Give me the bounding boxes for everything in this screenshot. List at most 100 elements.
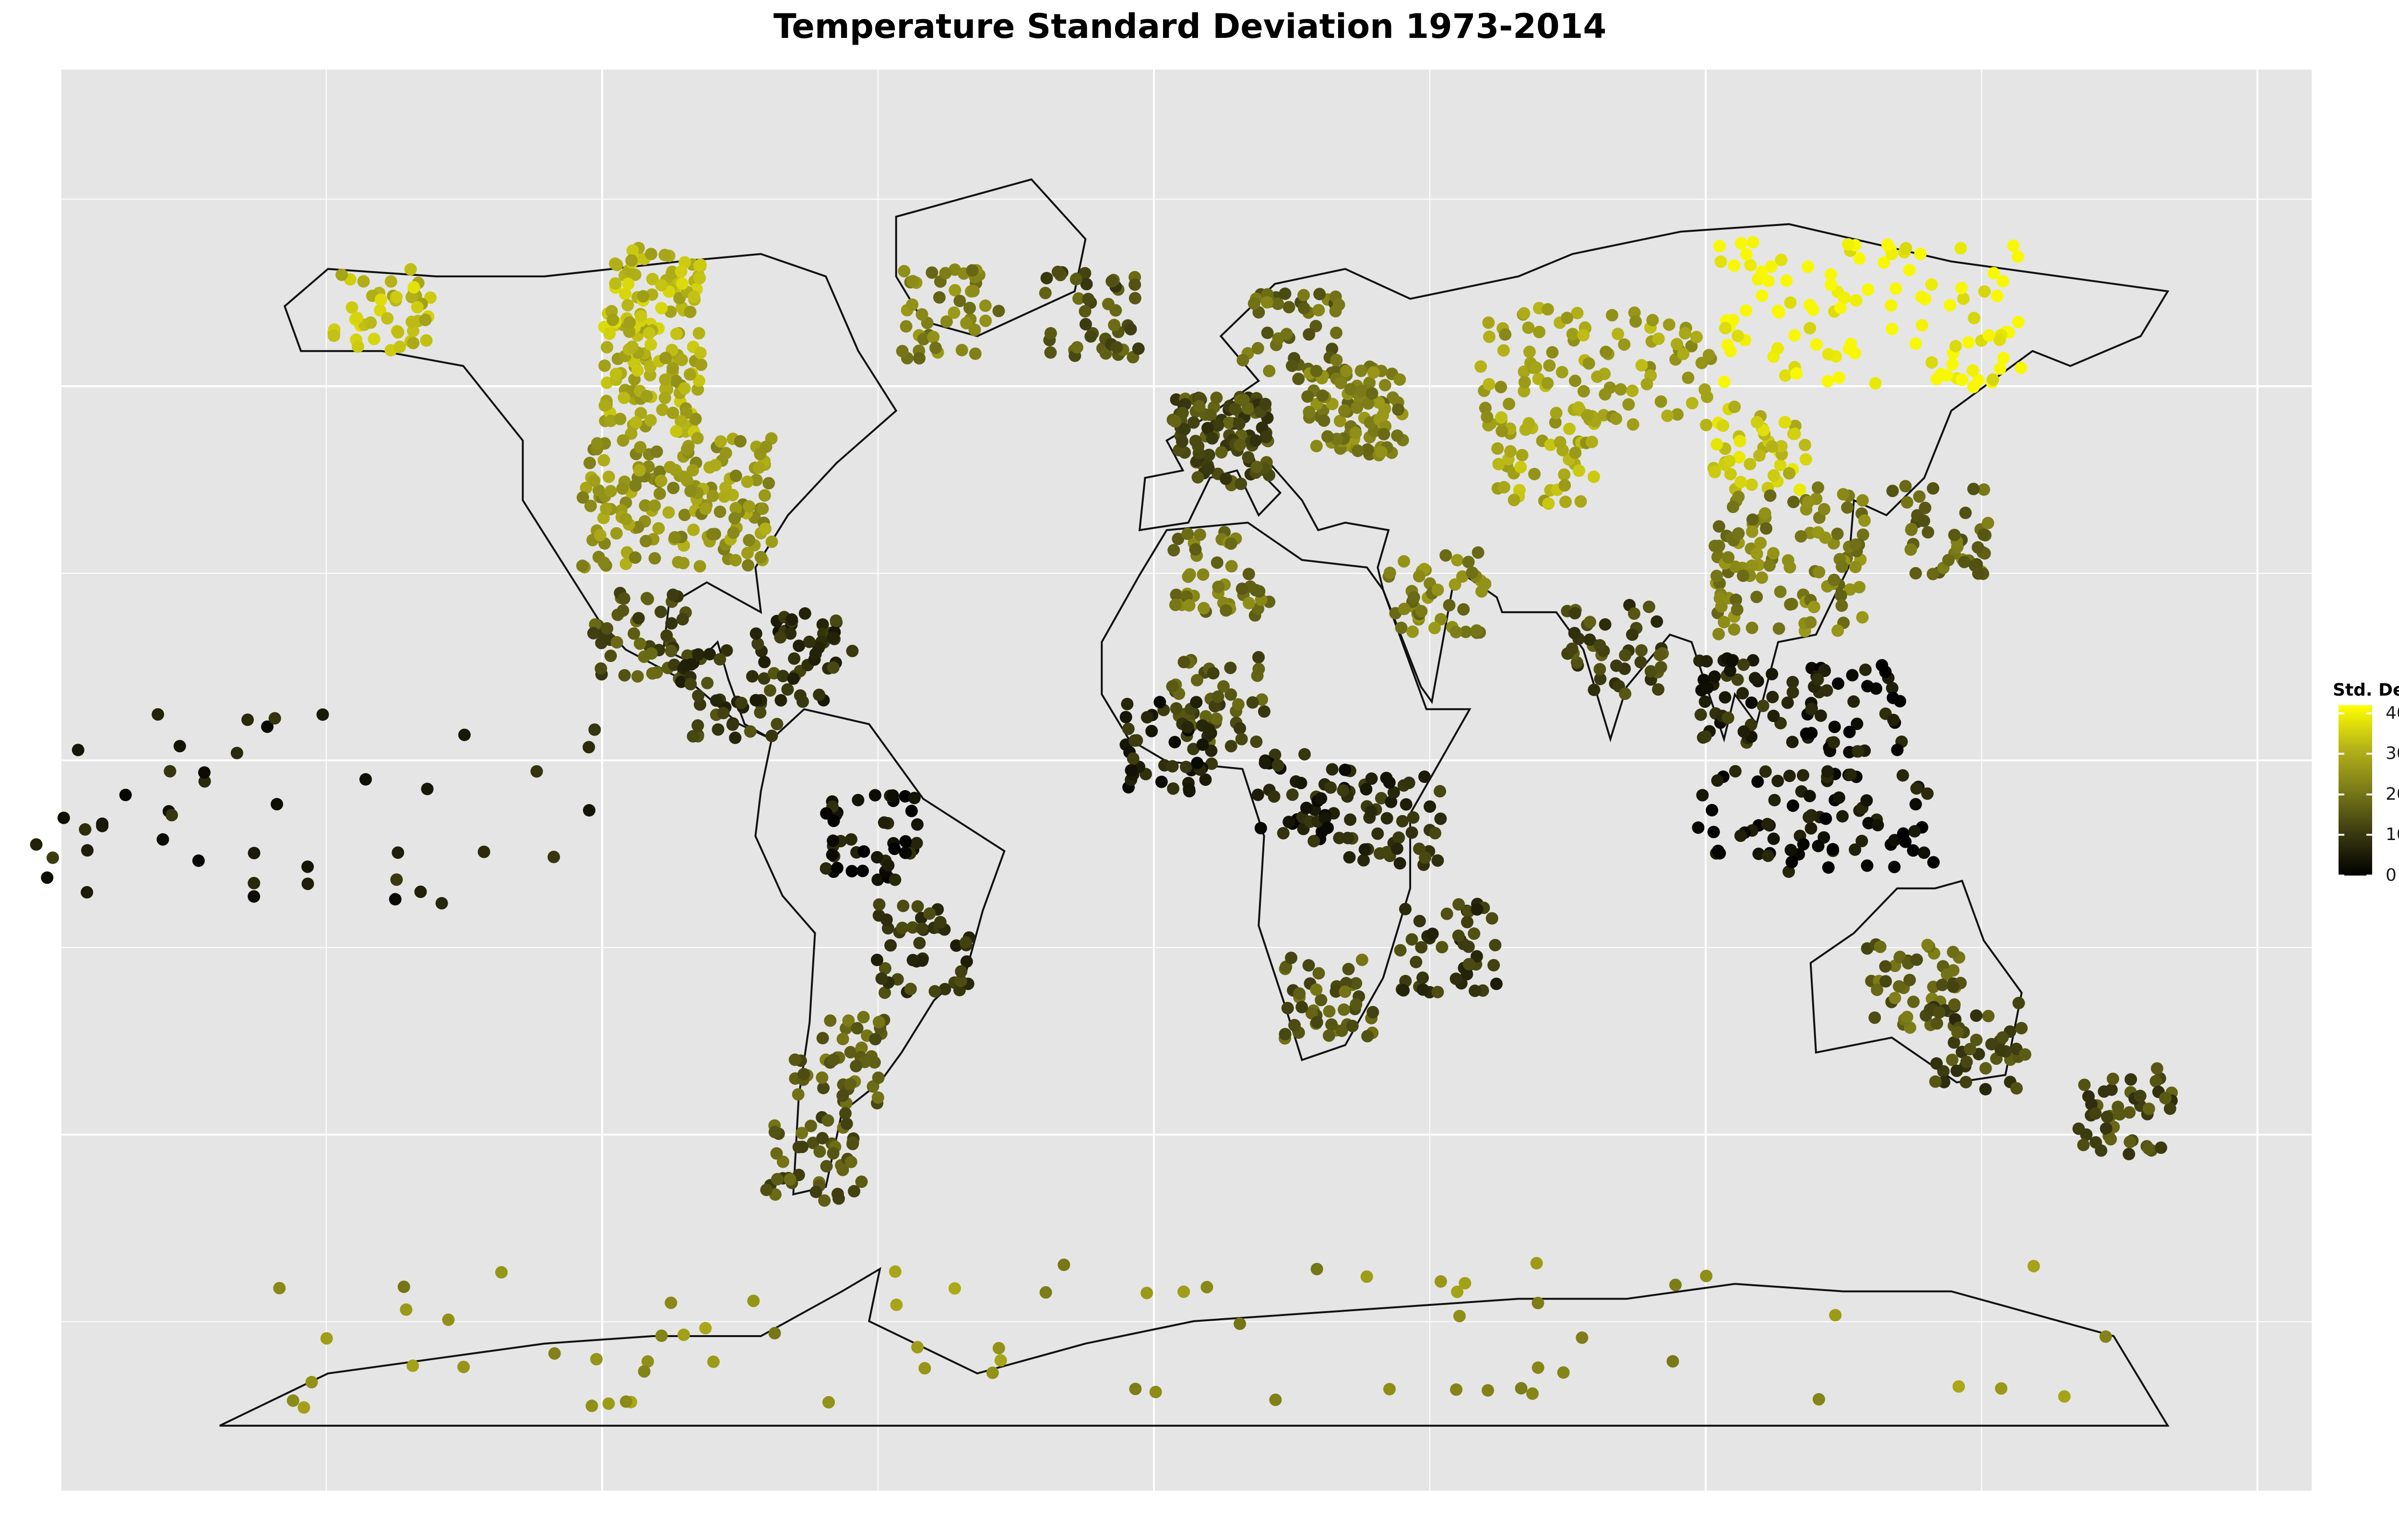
station-point [666, 588, 679, 601]
station-point [655, 302, 668, 315]
station-point [890, 1298, 903, 1311]
station-point [1297, 302, 1310, 315]
station-point [1952, 1380, 1965, 1393]
station-point [2163, 1102, 2176, 1115]
station-point [1310, 365, 1323, 378]
station-point [917, 333, 930, 345]
station-point [1847, 695, 1860, 708]
station-point [1750, 415, 1763, 428]
station-point [1295, 1001, 1308, 1014]
station-point [1330, 326, 1342, 339]
station-point [836, 1089, 849, 1102]
station-point [1577, 385, 1590, 398]
station-point [1571, 307, 1584, 320]
station-point [1577, 329, 1590, 342]
station-point [882, 859, 895, 872]
station-point [699, 1322, 712, 1335]
station-point [1812, 1393, 1825, 1406]
station-point [816, 618, 829, 631]
station-point [1187, 416, 1200, 429]
station-point [706, 489, 719, 502]
station-point [758, 672, 771, 685]
station-point [1851, 717, 1864, 730]
station-point [668, 531, 681, 544]
station-point [1841, 501, 1854, 514]
station-point [628, 627, 641, 640]
station-point [1930, 1057, 1943, 1070]
station-point [1166, 760, 1179, 773]
station-point [1736, 687, 1749, 699]
station-point [625, 254, 638, 267]
station-point [1746, 559, 1758, 572]
station-point [1766, 440, 1779, 453]
station-point [816, 1071, 829, 1084]
station-point [1558, 468, 1571, 481]
station-point [699, 502, 712, 515]
station-point [1701, 681, 1714, 694]
station-point [1619, 649, 1632, 662]
station-point [1177, 656, 1190, 668]
station-point [819, 862, 832, 875]
station-point [1756, 571, 1769, 584]
station-point [1786, 686, 1799, 699]
station-point [1449, 578, 1461, 591]
station-point [1300, 802, 1313, 814]
station-point [1844, 768, 1857, 781]
station-point [1406, 625, 1419, 638]
station-point [1522, 321, 1535, 334]
station-point [1233, 417, 1246, 430]
station-point [798, 607, 811, 620]
station-point [1234, 722, 1247, 735]
station-point [911, 818, 924, 831]
station-point [754, 706, 767, 719]
legend-tick-mark [2339, 712, 2372, 714]
station-point [1393, 857, 1406, 870]
station-point [949, 284, 962, 296]
station-point [1040, 272, 1053, 284]
station-point [818, 1194, 831, 1207]
station-point [1950, 1065, 1963, 1077]
station-point [1127, 752, 1140, 765]
station-point [173, 740, 186, 753]
station-point [659, 382, 672, 395]
station-point [435, 897, 448, 910]
station-point [1885, 248, 1898, 261]
station-point [1915, 319, 1928, 332]
station-point [1946, 1054, 1959, 1066]
station-point [1558, 479, 1571, 492]
station-point [1451, 554, 1464, 567]
station-point [1522, 417, 1535, 430]
station-point [749, 694, 762, 707]
station-point [1781, 696, 1794, 709]
station-point [1258, 705, 1271, 718]
station-point [1921, 938, 1934, 951]
station-point [643, 327, 655, 340]
station-point [1224, 537, 1237, 550]
station-point [752, 461, 765, 474]
station-point [1247, 297, 1260, 310]
station-point [678, 509, 691, 521]
station-point [1338, 404, 1351, 417]
station-point [1167, 782, 1180, 795]
station-point [1518, 385, 1531, 398]
station-point [1588, 684, 1601, 696]
station-point [1303, 328, 1316, 341]
station-point [1377, 409, 1389, 422]
station-point [604, 650, 617, 662]
station-point [1084, 330, 1097, 343]
station-point [41, 871, 54, 884]
station-point [1487, 959, 1500, 971]
station-point [718, 490, 731, 503]
station-point [1970, 1009, 1983, 1022]
station-point [1339, 763, 1352, 776]
station-point [1798, 438, 1811, 451]
station-point [1128, 734, 1141, 747]
station-point [1285, 951, 1297, 964]
station-point [758, 489, 771, 502]
station-point [1439, 549, 1452, 562]
station-point [953, 983, 966, 996]
station-point [1407, 591, 1420, 604]
station-point [809, 1185, 822, 1198]
station-point [389, 893, 402, 906]
station-point [2123, 1106, 2136, 1119]
